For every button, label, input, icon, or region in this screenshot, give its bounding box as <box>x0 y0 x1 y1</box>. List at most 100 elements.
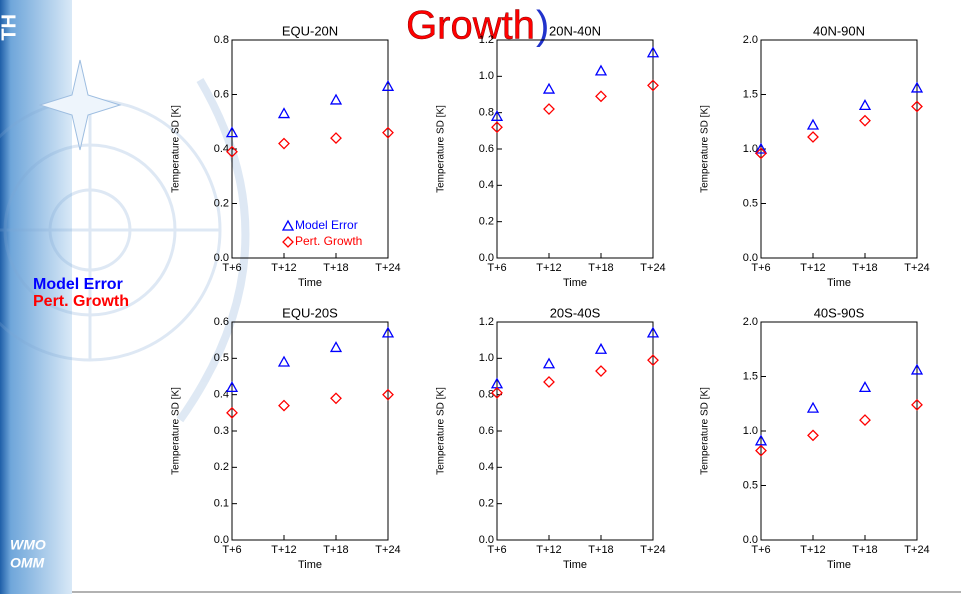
x-tick-label: T+6 <box>751 544 770 556</box>
slide: TH Growth ) Model Error Pert. Growth WMO… <box>0 0 961 594</box>
y-axis-label: Temperature SD [K] <box>700 387 711 475</box>
data-point <box>808 403 818 412</box>
y-tick-label: 1.2 <box>479 316 494 328</box>
data-point <box>808 430 818 440</box>
plot-frame <box>497 40 653 258</box>
y-tick-label: 0.6 <box>479 143 494 155</box>
data-point <box>331 393 341 403</box>
x-tick-label: T+18 <box>852 544 877 556</box>
side-label: Model Error <box>33 276 123 293</box>
data-point <box>279 401 289 411</box>
x-axis-label: Time <box>298 559 322 571</box>
y-axis-label: Temperature SD [K] <box>700 105 711 193</box>
y-tick-label: 1.5 <box>743 370 758 382</box>
data-point <box>279 109 289 118</box>
legend-marker <box>283 221 293 230</box>
data-point <box>279 357 289 366</box>
data-point <box>544 377 554 387</box>
logo-text: WMO <box>10 537 46 553</box>
x-tick-label: T+18 <box>323 262 348 274</box>
legend-label: Pert. Growth <box>295 234 362 248</box>
data-point <box>860 382 870 391</box>
x-tick-label: T+6 <box>222 262 241 274</box>
y-tick-label: 0.4 <box>214 143 229 155</box>
plot-frame <box>761 40 917 258</box>
x-axis-label: Time <box>827 559 851 571</box>
y-tick-label: 0.4 <box>479 461 494 473</box>
data-point <box>544 359 554 368</box>
y-tick-label: 2.0 <box>743 316 758 328</box>
x-tick-label: T+6 <box>222 544 241 556</box>
y-tick-label: 0.6 <box>479 425 494 437</box>
x-tick-label: T+18 <box>323 544 348 556</box>
x-axis-label: Time <box>827 277 851 289</box>
x-axis-label: Time <box>563 277 587 289</box>
side-label: Pert. Growth <box>33 293 129 310</box>
x-tick-label: T+12 <box>800 262 825 274</box>
x-tick-label: T+24 <box>640 262 665 274</box>
data-point <box>596 366 606 376</box>
y-tick-label: 0.2 <box>214 197 229 209</box>
x-tick-label: T+18 <box>852 262 877 274</box>
y-axis-label: Temperature SD [K] <box>171 387 182 475</box>
x-axis-label: Time <box>298 277 322 289</box>
slide-title-paren: ) <box>536 4 549 48</box>
x-tick-label: T+6 <box>487 544 506 556</box>
y-axis-label: Temperature SD [K] <box>436 387 447 475</box>
chart-title: 40N-90N <box>813 23 865 38</box>
y-tick-label: 1.0 <box>479 70 494 82</box>
y-tick-label: 0.3 <box>214 425 229 437</box>
chart-title: 20N-40N <box>549 23 601 38</box>
x-tick-label: T+24 <box>375 544 400 556</box>
data-point <box>596 66 606 75</box>
y-tick-label: 1.0 <box>743 425 758 437</box>
chart-title: EQU-20N <box>282 23 338 38</box>
x-tick-label: T+24 <box>640 544 665 556</box>
y-tick-label: 0.1 <box>214 498 229 510</box>
x-tick-label: T+6 <box>751 262 770 274</box>
plot-frame <box>232 322 388 540</box>
y-axis-label: Temperature SD [K] <box>171 105 182 193</box>
x-tick-label: T+12 <box>800 544 825 556</box>
y-tick-label: 0.8 <box>479 389 494 401</box>
x-tick-label: T+6 <box>487 262 506 274</box>
logo-text: OMM <box>10 555 45 571</box>
y-tick-label: 0.6 <box>214 316 229 328</box>
plot-frame <box>497 322 653 540</box>
chart-title: 40S-90S <box>814 305 865 320</box>
data-point <box>331 133 341 143</box>
y-tick-label: 0.8 <box>479 107 494 119</box>
x-tick-label: T+24 <box>904 544 929 556</box>
data-point <box>544 104 554 114</box>
legend-label: Model Error <box>295 218 358 232</box>
data-point <box>860 116 870 126</box>
x-axis-label: Time <box>563 559 587 571</box>
y-tick-label: 1.5 <box>743 88 758 100</box>
x-tick-label: T+24 <box>904 262 929 274</box>
data-point <box>544 84 554 93</box>
data-point <box>808 132 818 142</box>
data-point <box>808 120 818 129</box>
y-tick-label: 0.2 <box>479 216 494 228</box>
x-tick-label: T+12 <box>271 544 296 556</box>
y-tick-label: 0.8 <box>214 34 229 46</box>
y-tick-label: 0.4 <box>214 389 229 401</box>
x-tick-label: T+24 <box>375 262 400 274</box>
y-tick-label: 0.5 <box>743 197 758 209</box>
y-tick-label: 0.5 <box>743 479 758 491</box>
x-tick-label: T+18 <box>588 262 613 274</box>
y-axis-label: Temperature SD [K] <box>436 105 447 193</box>
x-tick-label: T+12 <box>536 262 561 274</box>
y-tick-label: 0.2 <box>479 498 494 510</box>
x-tick-label: T+18 <box>588 544 613 556</box>
chart-title: EQU-20S <box>282 305 338 320</box>
data-point <box>596 344 606 353</box>
plot-frame <box>761 322 917 540</box>
x-tick-label: T+12 <box>271 262 296 274</box>
data-point <box>860 100 870 109</box>
data-point <box>331 95 341 104</box>
chart-title: 20S-40S <box>550 305 601 320</box>
data-point <box>860 415 870 425</box>
data-point <box>279 139 289 149</box>
data-point <box>596 91 606 101</box>
